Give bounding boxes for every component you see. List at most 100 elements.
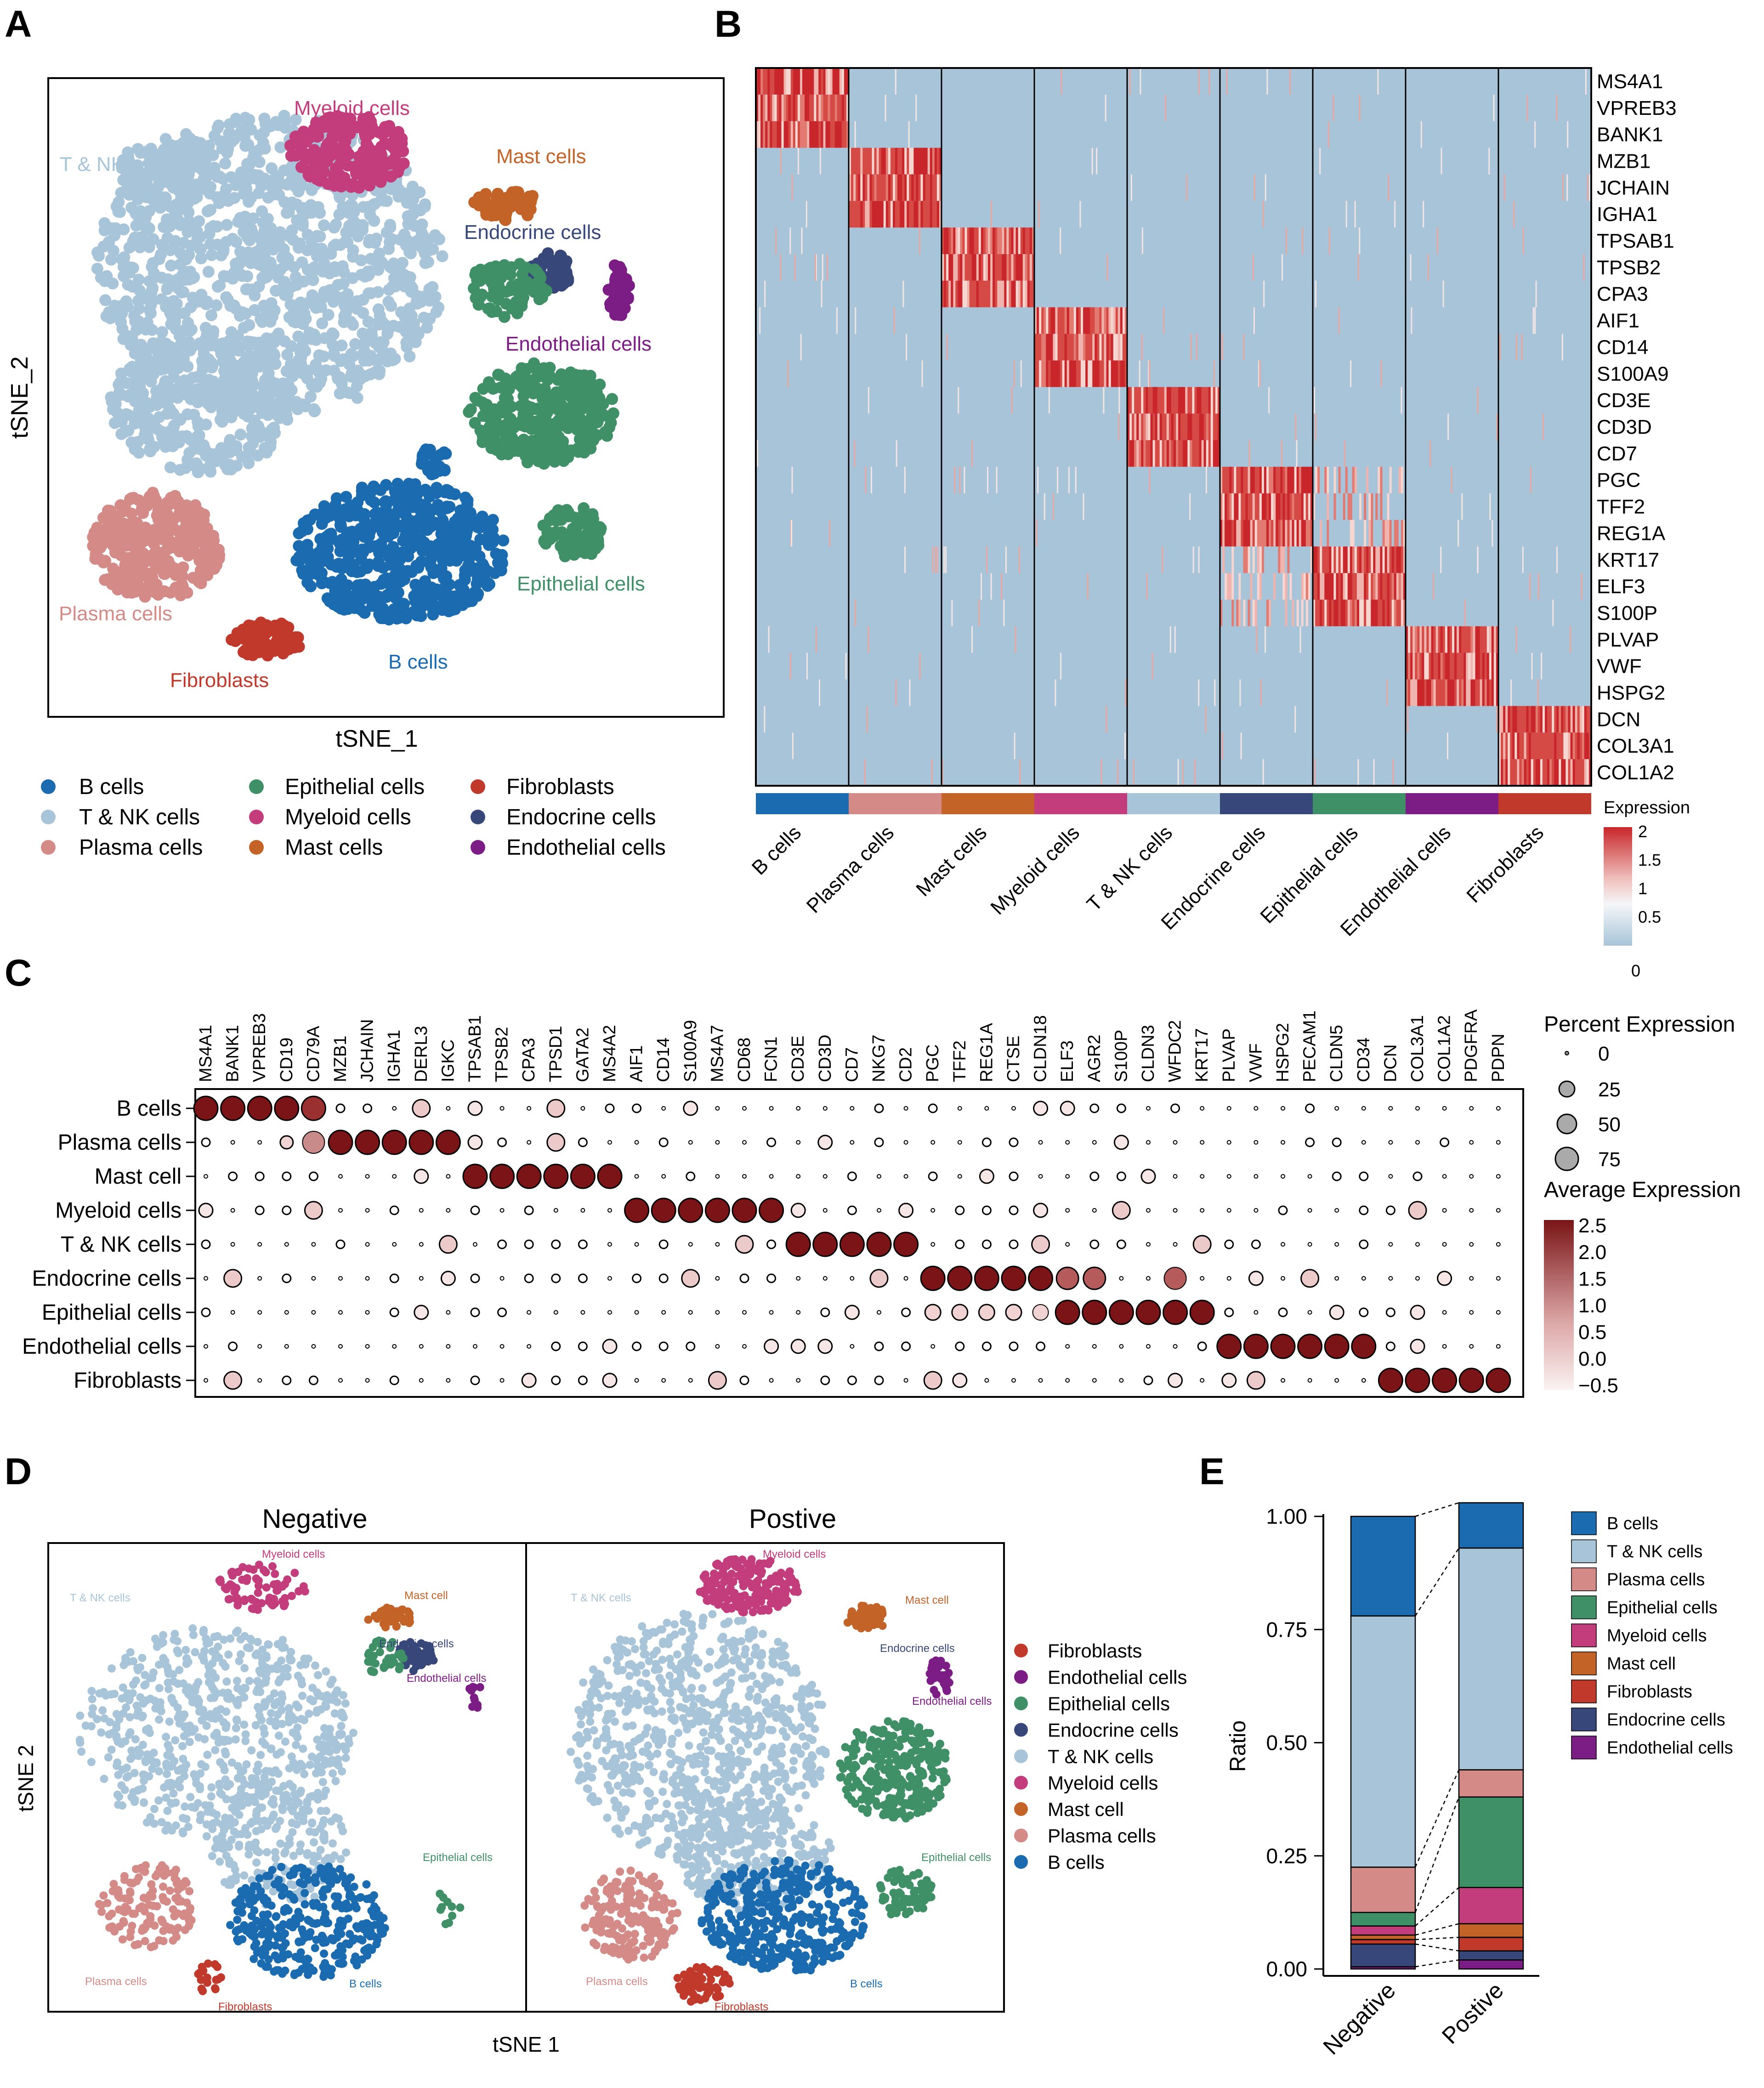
heatmap-cell (1375, 546, 1378, 573)
heatmap-cell (1296, 493, 1299, 520)
heatmap-cell (1547, 759, 1550, 786)
point (423, 510, 435, 522)
heatmap-cell (1570, 732, 1573, 760)
heatmap-cell (1364, 466, 1367, 494)
point (563, 532, 576, 544)
point (206, 360, 218, 373)
heatmap-cell (869, 201, 873, 228)
point (337, 278, 350, 290)
heatmap-cell (1535, 706, 1538, 733)
heatmap-noise (1198, 546, 1200, 573)
heatmap-cell (1340, 493, 1344, 520)
heatmap-cell (1025, 254, 1028, 281)
heatmap-cell (993, 280, 995, 307)
heatmap-cell (1343, 466, 1346, 494)
heatmap-cell (1073, 307, 1077, 334)
heatmap-cell (1352, 573, 1355, 600)
heatmap-cell (1171, 440, 1174, 467)
point (476, 425, 489, 437)
heatmap-cell (1289, 600, 1293, 626)
heatmap-cell (1238, 520, 1241, 547)
heatmap-cell (1336, 600, 1339, 626)
heatmap-cell (1257, 546, 1260, 573)
heatmap-cell (1231, 466, 1234, 494)
heatmap-cell (1331, 600, 1334, 626)
point (136, 292, 149, 305)
heatmap-cell (1117, 360, 1121, 387)
heatmap-cell (1324, 573, 1327, 600)
heatmap-cell (1354, 573, 1357, 600)
heatmap-cell (1440, 679, 1443, 706)
point (162, 509, 174, 521)
point (116, 323, 129, 335)
point (197, 564, 210, 577)
heatmap-cell (1368, 573, 1371, 600)
heatmap-cell (1294, 493, 1297, 520)
heatmap-cell (1396, 573, 1399, 600)
heatmap-cell (960, 254, 963, 281)
heatmap-cell (872, 148, 875, 175)
heatmap-cell (1521, 706, 1525, 733)
heatmap-cell (1575, 732, 1578, 760)
heatmap-gene-label: REG1A (1597, 522, 1666, 545)
heatmap-cell (1180, 440, 1183, 467)
heatmap-cell (1092, 334, 1095, 361)
point (129, 417, 141, 430)
heatmap-cell (1208, 414, 1211, 440)
point (517, 291, 529, 304)
heatmap-gene-label: PLVAP (1597, 629, 1659, 651)
point (494, 206, 506, 219)
heatmap-cell (807, 121, 810, 148)
heatmap-cell (1055, 307, 1058, 334)
heatmap-cell (1225, 600, 1227, 626)
point (595, 522, 607, 534)
heatmap-cell (1408, 652, 1411, 680)
point (441, 500, 453, 513)
point (449, 516, 461, 528)
point (385, 559, 397, 571)
heatmap-cell (1148, 414, 1151, 440)
point (359, 130, 372, 143)
heatmap-cell (1136, 387, 1139, 414)
point (230, 236, 243, 248)
heatmap-cell (909, 148, 912, 175)
heatmap-cell (1245, 573, 1248, 600)
point (121, 539, 134, 552)
heatmap-cell (1333, 573, 1336, 600)
heatmap-cell (1199, 414, 1202, 440)
heatmap-cell (1429, 652, 1432, 680)
heatmap-cell (1378, 546, 1380, 573)
point (308, 329, 320, 340)
heatmap-cell (1380, 546, 1383, 573)
point (544, 369, 556, 382)
heatmap-noise (1163, 307, 1165, 334)
legend-label: Endocrine cells (506, 805, 656, 829)
heatmap-cell (997, 227, 1000, 254)
point (133, 302, 145, 315)
point (201, 169, 213, 181)
heatmap-cell (1097, 334, 1100, 361)
heatmap-noise (1302, 227, 1304, 254)
heatmap-cell (1292, 493, 1295, 520)
heatmap-noise (819, 148, 821, 175)
point (305, 391, 317, 403)
point (296, 339, 309, 352)
point (215, 249, 227, 261)
heatmap-cell (1378, 573, 1380, 600)
heatmap-cell (999, 280, 1002, 307)
heatmap-cell (1336, 466, 1339, 494)
label-endocrine: Endocrine cells (464, 221, 601, 244)
heatmap-cell (1482, 626, 1485, 653)
heatmap-cell (953, 254, 956, 281)
heatmap-cell (805, 68, 807, 95)
heatmap-cell (1415, 652, 1418, 680)
heatmap-noise (921, 360, 923, 387)
heatmap-cell (1347, 546, 1350, 573)
heatmap-cell (1331, 546, 1334, 573)
heatmap-cell (1009, 227, 1011, 254)
heatmap-cell (1180, 387, 1183, 414)
heatmap-cell (1210, 414, 1214, 440)
heatmap-noise (1344, 440, 1345, 467)
heatmap-cell (1373, 493, 1376, 520)
point (552, 414, 565, 426)
